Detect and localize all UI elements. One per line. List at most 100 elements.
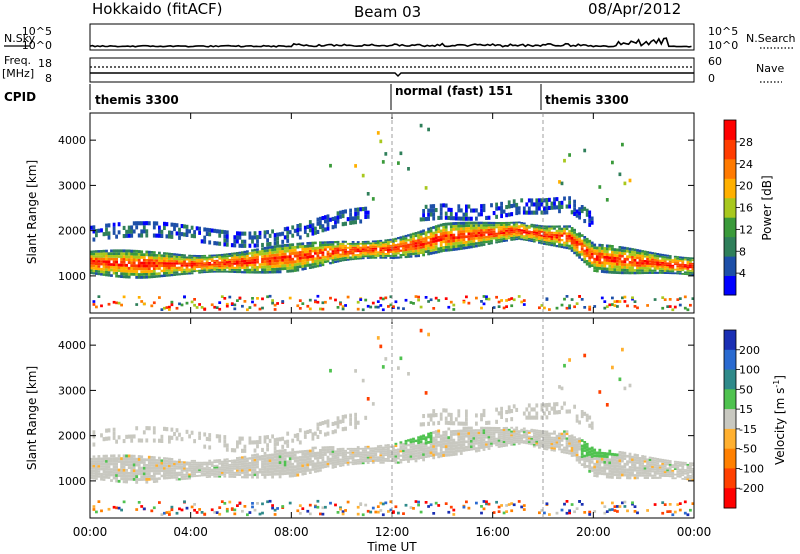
power-cell: [165, 306, 169, 309]
power-cell: [432, 240, 436, 243]
velocity-cell: [555, 511, 559, 515]
velocity-cell: [283, 449, 287, 452]
power-cell: [354, 257, 357, 260]
velocity-cell: [356, 505, 360, 509]
power-cell: [412, 232, 415, 236]
power-cell: [251, 297, 254, 300]
velocity-cell: [329, 501, 332, 505]
power-cell: [422, 242, 425, 246]
power-cell: [215, 265, 219, 268]
power-cell: [359, 248, 363, 251]
power-cell: [316, 300, 320, 304]
power-cell: [641, 250, 644, 253]
velocity-cell: [326, 465, 330, 468]
power-cell: [653, 256, 657, 259]
power-cell: [439, 207, 443, 212]
velocity-cell: [256, 476, 259, 479]
power-cell: [283, 246, 287, 250]
velocity-cell: [495, 444, 498, 447]
power-cell: [548, 197, 551, 202]
power-cell: [573, 239, 576, 242]
velocity-cell: [115, 506, 118, 510]
power-cell: [251, 266, 254, 269]
power-cell: [548, 235, 551, 238]
velocity-cell: [434, 447, 438, 451]
velocity-cell: [439, 443, 443, 446]
power-cell: [331, 247, 335, 251]
power-cell: [676, 270, 680, 273]
velocity-cell: [389, 449, 393, 452]
power-cell: [412, 250, 415, 253]
velocity-cell: [183, 500, 186, 504]
velocity-cell: [530, 436, 534, 438]
velocity-cell: [366, 458, 370, 461]
power-cell: [470, 245, 473, 249]
power-cell: [266, 270, 269, 274]
power-cell: [565, 244, 569, 247]
velocity-cell: [402, 442, 405, 446]
power-cell: [225, 266, 229, 269]
velocity-cell: [412, 445, 415, 448]
velocity-cell: [243, 455, 247, 459]
velocity-cell: [223, 471, 227, 474]
velocity-cell: [515, 439, 519, 442]
power-cell: [142, 273, 146, 276]
power-cell: [588, 222, 592, 227]
power-cell: [618, 268, 622, 272]
power-cell: [215, 256, 219, 258]
velocity-cell: [558, 448, 561, 451]
velocity-cell: [230, 507, 234, 510]
power-cell: [590, 250, 594, 253]
power-cell: [288, 258, 292, 261]
power-cell: [691, 270, 695, 273]
power-cell: [482, 231, 486, 234]
velocity-cell: [419, 435, 423, 438]
power-cell: [402, 307, 405, 310]
power-cell: [525, 232, 529, 234]
velocity-cell: [530, 428, 534, 431]
power-cell: [573, 228, 576, 232]
velocity-cell: [203, 470, 207, 473]
power-cell: [485, 226, 488, 229]
velocity-cell: [387, 454, 390, 456]
power-cell: [485, 240, 488, 244]
velocity-cell: [394, 449, 398, 452]
power-cell: [125, 275, 128, 279]
power-cell: [92, 237, 96, 242]
power-cell: [376, 300, 380, 303]
velocity-cell: [392, 455, 395, 458]
power-cell: [616, 305, 619, 308]
power-cell: [258, 253, 262, 256]
velocity-cell: [502, 445, 506, 447]
velocity-cell: [465, 432, 468, 435]
power-cell: [512, 227, 516, 230]
power-cell: [520, 231, 524, 233]
power-cell: [437, 235, 441, 239]
power-cell: [351, 242, 355, 245]
velocity-cell: [137, 472, 141, 476]
velocity-cell: [185, 471, 189, 474]
velocity-cell: [543, 436, 546, 439]
power-cell: [230, 258, 234, 261]
power-cell: [331, 254, 335, 257]
power-cell: [112, 222, 116, 227]
velocity-cell: [241, 467, 244, 470]
velocity-cell: [359, 458, 363, 461]
power-cell: [170, 259, 174, 263]
power-cell: [515, 232, 519, 235]
power-cell: [663, 258, 667, 261]
power-cell: [656, 261, 660, 264]
power-cell: [105, 231, 108, 236]
power-cell: [316, 294, 320, 298]
velocity-cell: [470, 445, 473, 448]
power-cell: [666, 262, 670, 265]
power-cell: [588, 242, 592, 246]
power-cell: [593, 246, 597, 250]
power-cell: [427, 300, 430, 303]
power-cell: [341, 222, 345, 227]
velocity-cell: [200, 511, 204, 514]
velocity-cell: [543, 432, 546, 435]
power-cell: [190, 300, 194, 304]
power-cell: [598, 258, 602, 262]
power-cell: [107, 273, 111, 277]
